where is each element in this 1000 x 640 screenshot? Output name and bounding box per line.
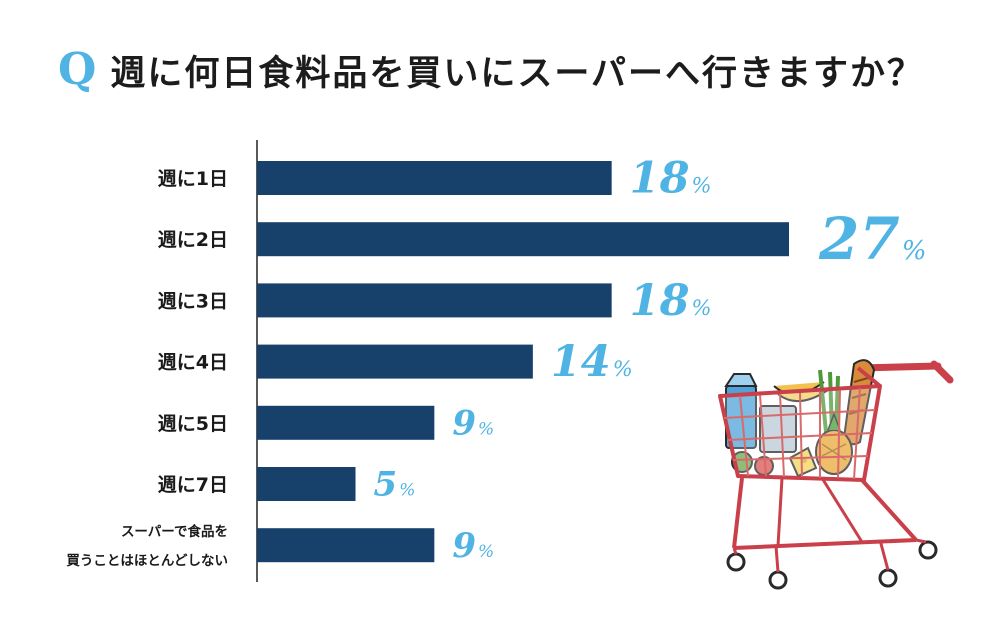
bar <box>257 283 612 318</box>
category-label: 週に4日 <box>158 352 228 374</box>
category-label: スーパーで食品を買うことはほとんどしない <box>66 523 228 569</box>
value-label: 9% <box>452 526 494 566</box>
bar <box>257 344 533 379</box>
bar <box>257 467 356 501</box>
value-label: 18% <box>630 276 712 326</box>
bar <box>257 161 612 195</box>
chart-title: Q 週に何日食料品を買いにスーパーへ行きますか？ <box>58 40 924 100</box>
shopping-cart-icon <box>718 359 954 590</box>
value-label: 5% <box>374 465 416 505</box>
bar <box>257 222 789 257</box>
category-label: 週に2日 <box>158 229 228 251</box>
category-label: 週に7日 <box>158 474 228 496</box>
value-label: 9% <box>452 403 494 443</box>
value-label: 27% <box>818 205 926 273</box>
bar <box>257 528 435 563</box>
question-text: 週に何日食料品を買いにスーパーへ行きますか？ <box>110 53 924 94</box>
category-label: 週に1日 <box>158 168 228 190</box>
bar <box>257 405 435 440</box>
value-label: 18% <box>630 154 712 204</box>
q-mark: Q <box>58 44 97 95</box>
category-label: 週に3日 <box>158 290 228 312</box>
value-label: 14% <box>551 337 633 387</box>
category-label: 週に5日 <box>158 413 228 435</box>
